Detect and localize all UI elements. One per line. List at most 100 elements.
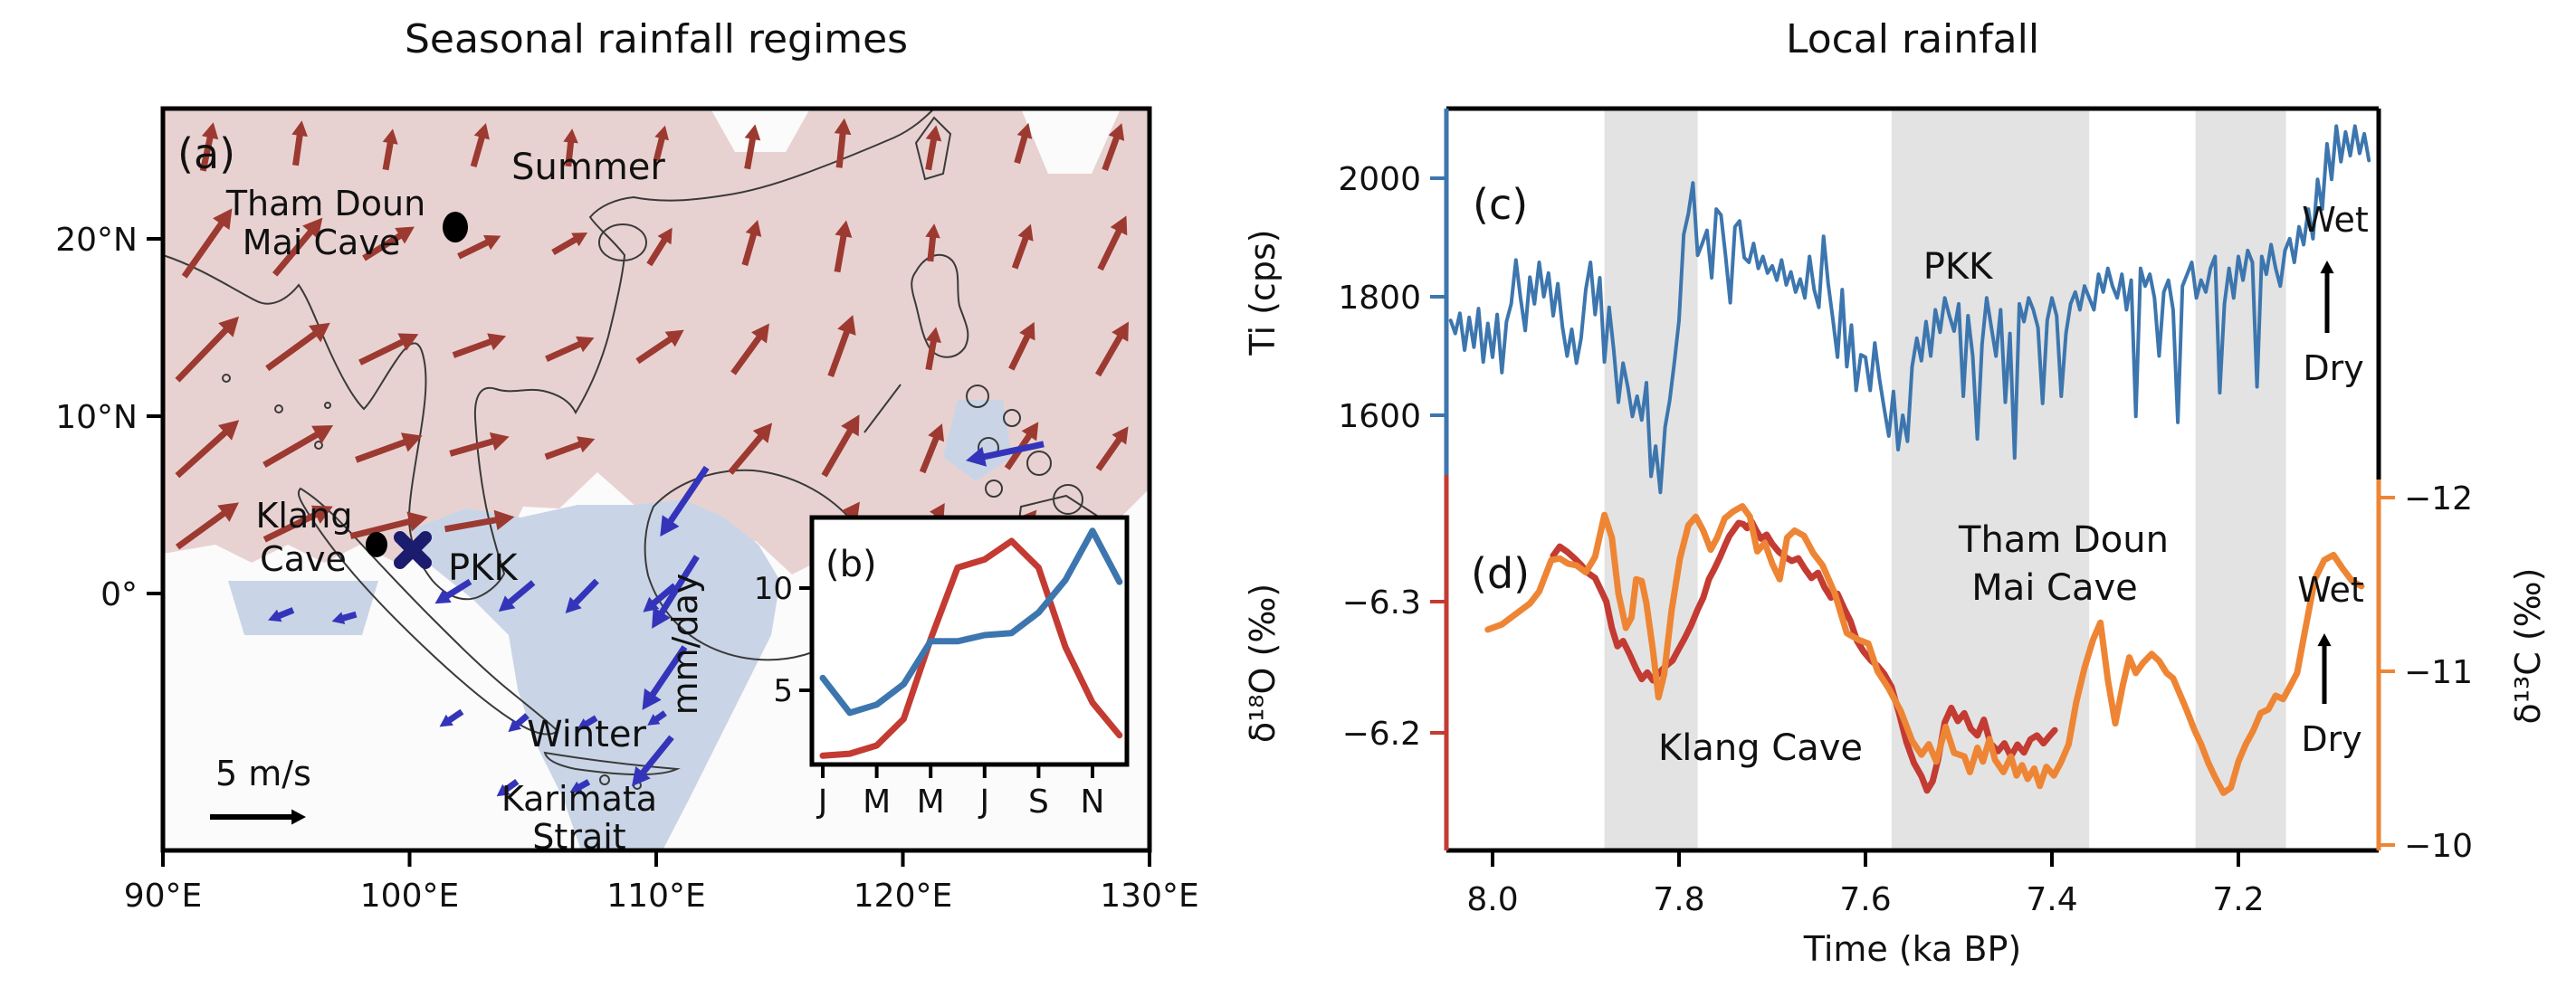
- summer-arrow-shaft: [349, 517, 416, 540]
- summer-arrow-shaft: [1095, 433, 1125, 471]
- summer-arrow-head: [218, 316, 240, 337]
- summer-arrow-head: [752, 423, 773, 443]
- inset-ytick-label: 10: [754, 571, 793, 607]
- d18o-tick-label: −6.3: [1342, 584, 1421, 622]
- summer-arrow-head: [302, 217, 323, 240]
- summer-arrow-head: [835, 220, 853, 238]
- summer-arrow-shaft: [1014, 131, 1029, 165]
- summer-arrow-shaft: [635, 333, 677, 365]
- summer-arrow-shaft: [821, 423, 856, 478]
- summer-arrow-shaft: [181, 217, 227, 279]
- tham-doun-mai-cave-marker: [443, 212, 468, 242]
- map-title: Seasonal rainfall regimes: [405, 16, 908, 62]
- time-tick-label: 7.4: [2026, 881, 2077, 918]
- time-tick-label: 7.8: [1653, 881, 1704, 918]
- summer-arrow-head: [834, 118, 852, 136]
- winter-arrow-head: [331, 612, 346, 624]
- inset-month-label: S: [1028, 783, 1049, 821]
- winter-arrow-head: [642, 688, 662, 710]
- tham-series-label-1: Tham Doun: [1958, 519, 2169, 561]
- lon-tick-label: 90°E: [124, 878, 203, 915]
- summer-arrow-shaft: [449, 436, 499, 457]
- summer-arrow-head: [1019, 321, 1035, 341]
- summer-arrow-shaft: [544, 439, 586, 461]
- summer-arrow-shaft: [362, 230, 406, 261]
- summer-arrow-head: [201, 122, 219, 140]
- time-tick-label: 7.6: [1839, 881, 1891, 918]
- wet-label-d: Wet: [2297, 570, 2364, 610]
- summer-arrow-head: [487, 333, 507, 351]
- summer-arrow-shaft: [565, 138, 575, 167]
- dry-event-band: [1604, 109, 1698, 850]
- summer-arrow-head: [406, 511, 428, 532]
- lon-tick-label: 100°E: [360, 878, 459, 915]
- inset-line-summer-regime-rainfall: [819, 537, 1123, 759]
- tham-doun-label-1: Tham Doun: [225, 184, 425, 223]
- summer-arrow-head: [311, 425, 334, 444]
- winter-arrow-head: [496, 783, 510, 797]
- wet-dry-arrow-c-head: [2320, 261, 2334, 274]
- summer-arrow-head: [664, 329, 684, 347]
- summer-arrow-shaft: [741, 229, 758, 266]
- summer-arrow-shaft: [355, 437, 412, 463]
- winter-label: Winter: [527, 714, 646, 755]
- panel-d-label: (d): [1471, 549, 1530, 598]
- summer-arrow-shaft: [470, 131, 487, 167]
- dry-event-bands: [1604, 109, 2286, 850]
- summer-arrow-shaft: [730, 331, 765, 375]
- summer-arrow-shaft: [1011, 233, 1031, 270]
- lat-tick-label: 10°N: [55, 399, 138, 436]
- lon-tick-label: 130°E: [1100, 878, 1198, 915]
- klang-series-label: Klang Cave: [1658, 727, 1863, 769]
- winter-wind-arrows: [268, 441, 1045, 797]
- local-rainfall-panel: Local rainfall (c) (d) PKK Klang Cave Th…: [1243, 16, 2548, 969]
- summer-arrow-shaft: [1008, 330, 1033, 371]
- summer-arrow-shaft: [646, 234, 670, 267]
- winter-arrow-head: [652, 606, 671, 629]
- lon-tick-label: 110°E: [606, 878, 705, 915]
- summer-arrow-head: [395, 226, 415, 244]
- summer-arrow-head: [577, 436, 596, 453]
- summer-arrow-shaft: [1097, 224, 1124, 271]
- ti-series: [1448, 124, 2371, 495]
- summer-arrow-head: [309, 322, 330, 343]
- time-tick-label: 8.0: [1466, 881, 1518, 918]
- line-Klang-Cave-d18O: [1550, 518, 2058, 794]
- inset-month-label: M: [917, 783, 945, 821]
- summer-arrow-head: [925, 327, 941, 344]
- summer-arrow-head: [310, 505, 333, 524]
- wind-scale-label: 5 m/s: [215, 754, 311, 793]
- summer-arrow-shaft: [925, 134, 938, 171]
- dry-label-d: Dry: [2301, 719, 2361, 759]
- summer-arrow-shaft: [728, 430, 767, 475]
- summer-arrow-shaft: [452, 337, 497, 358]
- wet-dry-arrow-d: [2317, 633, 2332, 704]
- summer-arrow-shaft: [358, 337, 409, 366]
- summer-shading-notch: [1021, 109, 1121, 174]
- winter-arrow-head: [434, 589, 452, 604]
- summer-arrow-shaft: [175, 507, 231, 550]
- ti-tick-label: 1600: [1338, 398, 1421, 435]
- local-frame: [1444, 106, 2381, 853]
- winter-arrow-shaft: [441, 578, 472, 602]
- winter-arrow-head: [565, 596, 582, 613]
- winter-arrow-shaft: [978, 441, 1045, 461]
- summer-arrow-head: [1110, 215, 1128, 236]
- ti-line: [1448, 124, 2371, 495]
- inset-month-label: J: [978, 783, 989, 821]
- summer-shading-notch: [711, 109, 810, 152]
- panel-b-label: (b): [825, 544, 877, 585]
- line-Tham-Doun-Mai-Cave-d13C: [1484, 503, 2365, 796]
- klang-cave-marker: [366, 532, 387, 557]
- inset-series: [819, 527, 1123, 759]
- d18o-tick-label: −6.2: [1342, 716, 1421, 753]
- summer-arrow-head: [751, 323, 769, 344]
- summer-arrow-head: [657, 227, 673, 245]
- klang-label-1: Klang: [256, 496, 353, 536]
- winter-arrow-head: [577, 718, 590, 730]
- dry-label-c: Dry: [2303, 348, 2363, 388]
- summer-arrow-shaft: [457, 237, 493, 260]
- wet-dry-arrow-d-head: [2317, 633, 2332, 647]
